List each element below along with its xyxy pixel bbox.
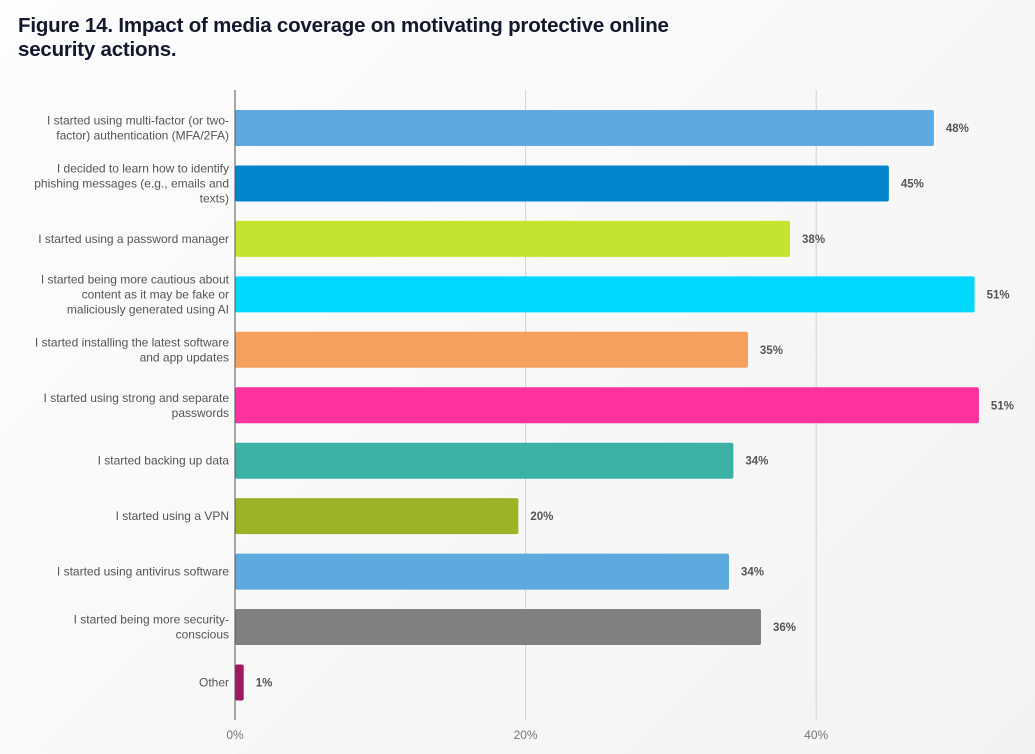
category-label-line: and app updates (140, 350, 229, 364)
bar (235, 165, 889, 202)
x-tick-label: 0% (226, 728, 244, 742)
category-label-line: I started using multi-factor (or two- (47, 114, 229, 128)
bar (235, 387, 979, 424)
bar (235, 331, 748, 368)
bar (235, 110, 934, 146)
category-label: I started using a VPN (116, 509, 229, 523)
category-label-line: I started being more cautious about (41, 272, 230, 286)
category-label: I started backing up data (98, 454, 230, 468)
category-label-line: I started using a VPN (116, 509, 229, 523)
category-label-line: I started backing up data (98, 454, 230, 468)
category-label: I decided to learn how to identify phishi… (34, 161, 229, 205)
category-label: Other (199, 676, 229, 690)
category-label: I started using a password manager (38, 232, 229, 246)
category-label-line: phishing messages (e.g., emails and (34, 176, 229, 190)
category-label-line: I started being more security- (74, 613, 229, 627)
bar (235, 609, 761, 646)
category-label-line: texts) (200, 191, 229, 205)
data-label: 36% (773, 622, 796, 634)
data-label: 48% (946, 123, 969, 135)
data-label: 51% (991, 400, 1014, 412)
category-label-line: content as it may be fake or (82, 287, 229, 301)
bar (235, 276, 975, 313)
category-label-line: I decided to learn how to identify (57, 161, 229, 175)
category-label: I started installing the latest software… (35, 335, 229, 364)
bar (235, 553, 730, 590)
category-label: I started using antivirus software (57, 565, 229, 579)
category-label-line: I started using a password manager (38, 232, 229, 246)
data-label: 45% (901, 178, 924, 190)
category-label-line: I started using strong and separate (44, 391, 230, 405)
data-label: 34% (745, 456, 768, 468)
bar (235, 220, 791, 257)
bar (235, 442, 734, 479)
category-label-line: I started installing the latest software (35, 335, 229, 349)
category-label-line: I started using antivirus software (57, 565, 229, 579)
category-label-line: passwords (172, 406, 229, 420)
data-label: 1% (256, 678, 273, 690)
x-tick-label: 40% (804, 728, 828, 742)
category-label: I started being more cautious about conte… (41, 272, 230, 316)
category-label: I started using multi-factor (or two-fac… (47, 114, 229, 143)
category-label-line: conscious (176, 628, 229, 642)
chart-title: Figure 14. Impact of media coverage on m… (18, 14, 669, 61)
bar (235, 498, 519, 535)
category-label: I started using strong and separate passw… (44, 391, 230, 420)
data-label: 51% (987, 289, 1010, 301)
category-label-line: maliciously generated using AI (67, 302, 229, 316)
data-label: 38% (802, 234, 825, 246)
category-label: I started being more security-conscious (74, 613, 229, 642)
x-tick-label: 20% (514, 728, 538, 742)
data-label: 20% (530, 511, 553, 523)
category-label-line: factor) authentication (MFA/2FA) (56, 129, 229, 143)
data-label: 35% (760, 345, 783, 357)
category-label-line: Other (199, 676, 229, 690)
bar (235, 664, 244, 701)
data-label: 34% (741, 567, 764, 579)
